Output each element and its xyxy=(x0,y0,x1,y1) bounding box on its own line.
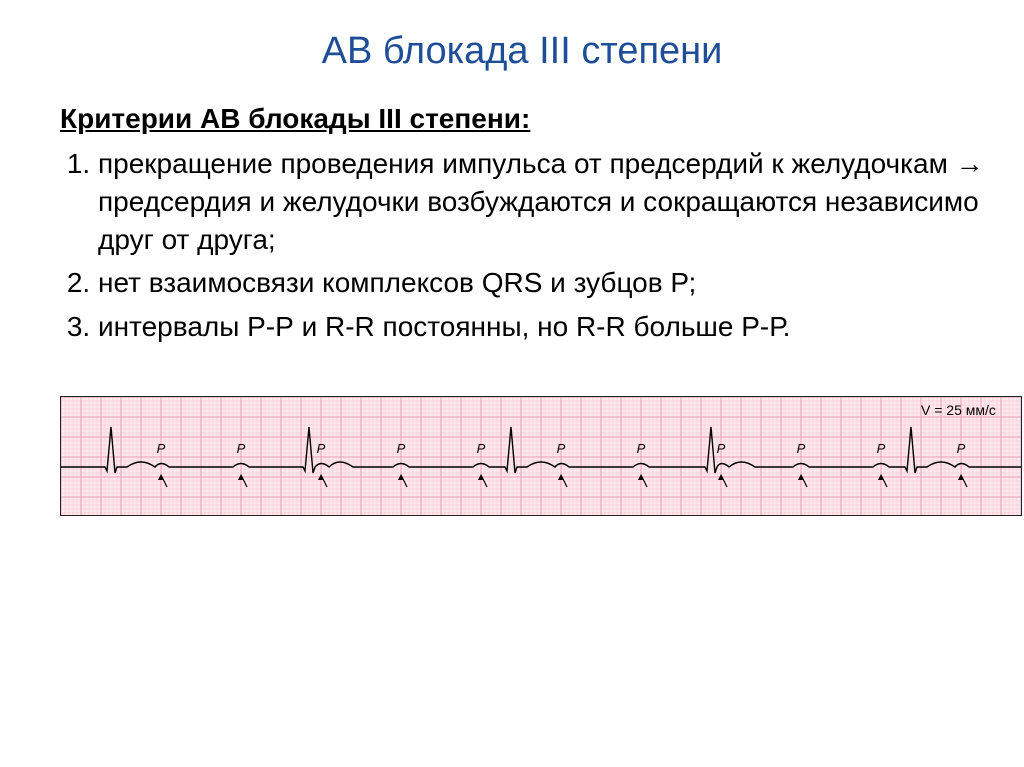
svg-text:P: P xyxy=(397,441,406,456)
svg-text:P: P xyxy=(877,441,886,456)
svg-text:P: P xyxy=(157,441,166,456)
criteria-heading: Критерии АВ блокады III степени: xyxy=(60,103,984,135)
criteria-item: прекращение проведения импульса от предс… xyxy=(98,145,984,258)
svg-text:P: P xyxy=(717,441,726,456)
ecg-svg: P P P P P P P P P P P V = 25 мм/с xyxy=(61,397,1021,515)
page-title: АВ блокада III степени xyxy=(60,30,984,73)
svg-text:P: P xyxy=(237,441,246,456)
svg-text:P: P xyxy=(477,441,486,456)
svg-text:P: P xyxy=(637,441,646,456)
svg-text:P: P xyxy=(317,441,326,456)
ecg-strip: P P P P P P P P P P P V = 25 мм/с xyxy=(60,396,1022,516)
svg-text:P: P xyxy=(797,441,806,456)
criteria-item: интервалы Р-Р и R-R постоянны, но R-R бо… xyxy=(98,308,984,346)
criteria-item: нет взаимосвязи комплексов QRS и зубцов … xyxy=(98,264,984,302)
criteria-list: прекращение проведения импульса от предс… xyxy=(60,145,984,346)
svg-text:V = 25 мм/с: V = 25 мм/с xyxy=(921,402,996,418)
svg-text:P: P xyxy=(557,441,566,456)
svg-text:P: P xyxy=(957,441,966,456)
